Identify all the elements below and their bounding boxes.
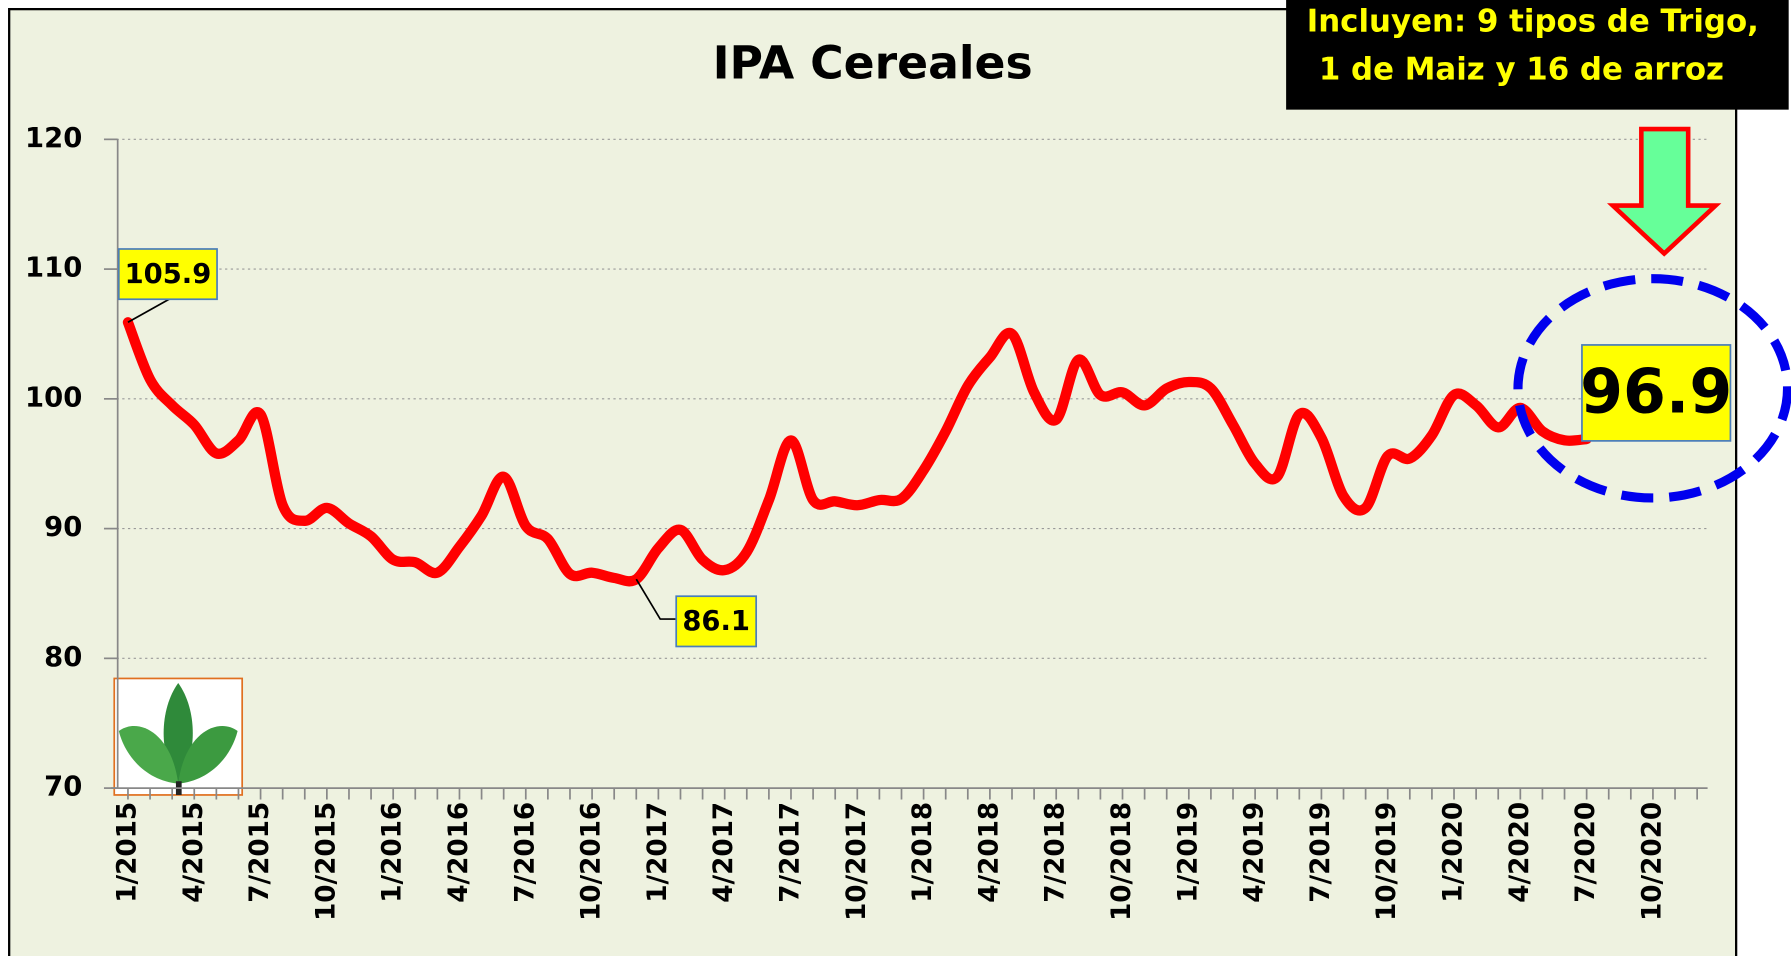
note-line: Incluyen: 9 tipos de Trigo, — [1307, 3, 1759, 39]
y-tick-label: 100 — [25, 382, 82, 413]
data-label: 105.9 — [125, 259, 212, 290]
x-tick-label: 10/2016 — [577, 802, 607, 921]
x-tick-label: 7/2020 — [1571, 802, 1601, 903]
x-tick-label: 1/2016 — [378, 802, 408, 903]
logo — [113, 677, 244, 796]
x-tick-label: 7/2015 — [245, 802, 275, 903]
x-tick-label: 10/2020 — [1637, 802, 1667, 921]
data-label-box — [117, 248, 218, 301]
x-tick-label: 10/2019 — [1372, 802, 1402, 921]
note-line: 1 de Maiz y 16 de arroz — [1319, 51, 1724, 87]
x-tick-label: 7/2017 — [775, 802, 805, 903]
x-tick-label: 4/2016 — [444, 802, 474, 903]
arrow — [1606, 126, 1722, 257]
x-tick-label: 10/2018 — [1107, 802, 1137, 921]
leader-line — [127, 298, 170, 324]
leader-line — [635, 578, 677, 620]
x-tick-label: 7/2016 — [510, 802, 540, 903]
x-tick-label: 1/2019 — [1173, 802, 1203, 903]
data-label: 96.9 — [1580, 355, 1732, 427]
x-tick-label: 10/2017 — [842, 802, 872, 921]
y-tick-label: 80 — [44, 642, 82, 673]
x-tick-label: 1/2017 — [643, 802, 673, 903]
data-label-box — [1581, 344, 1732, 442]
data-label: 86.1 — [682, 606, 750, 637]
x-tick-label: 7/2018 — [1041, 802, 1071, 903]
x-tick-label: 4/2017 — [709, 802, 739, 903]
chart-background — [8, 7, 1738, 956]
x-tick-label: 10/2015 — [311, 802, 341, 921]
x-tick-label: 4/2018 — [974, 802, 1004, 903]
data-line — [122, 317, 1592, 587]
x-tick-label: 1/2018 — [908, 802, 938, 903]
x-tick-label: 4/2019 — [1240, 802, 1270, 903]
x-tick-label: 1/2020 — [1439, 802, 1469, 903]
data-label-box — [675, 595, 758, 648]
y-tick-label: 110 — [25, 253, 82, 284]
x-tick-label: 7/2019 — [1306, 802, 1336, 903]
note-box — [1286, 0, 1789, 110]
y-tick-label: 70 — [44, 772, 82, 803]
y-tick-label: 90 — [44, 512, 82, 543]
x-tick-label: 1/2015 — [112, 802, 142, 903]
highlight-ellipse — [1513, 274, 1791, 503]
x-tick-label: 4/2020 — [1505, 802, 1535, 903]
y-tick-label: 120 — [25, 123, 82, 154]
x-tick-label: 4/2015 — [179, 802, 209, 903]
chart-title: IPA Cereales — [713, 37, 1033, 90]
